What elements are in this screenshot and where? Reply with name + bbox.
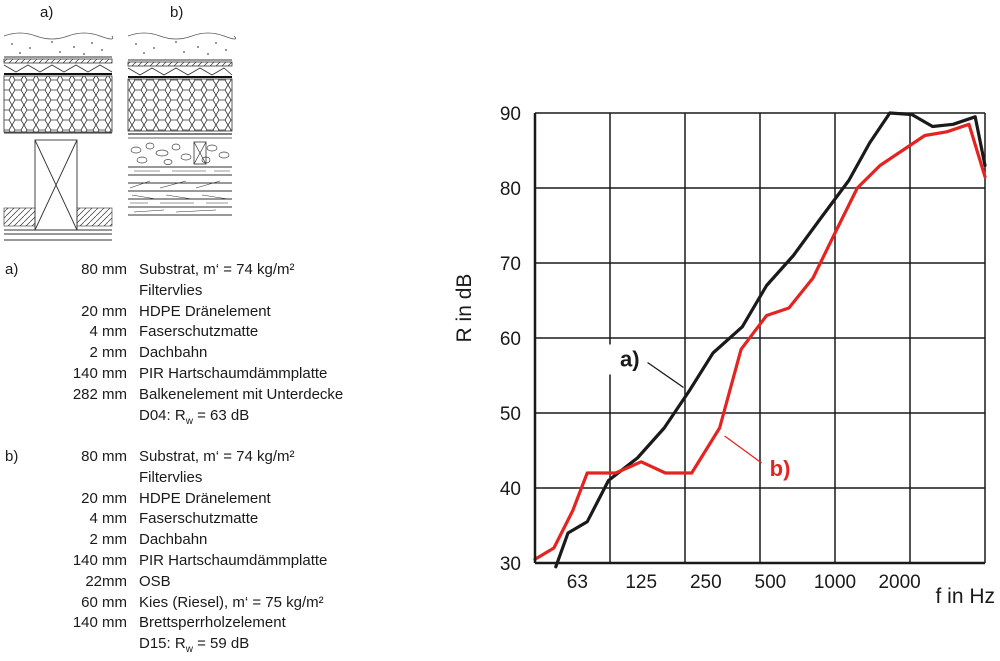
- spec-row: 140 mm PIR Hartschaumdämmplatte: [5, 364, 343, 385]
- rating-row: D04: Rw = 63 dB: [5, 406, 343, 427]
- annotation-leader-a: [647, 361, 684, 389]
- chart-series: [533, 111, 987, 569]
- layer-description: Substrat, m‘ = 74 kg/m²: [139, 261, 295, 278]
- layer-thickness: [27, 468, 127, 489]
- layer-description: Faserschutzmatte: [139, 510, 259, 528]
- layer-description: Faserschutzmatte: [139, 323, 259, 341]
- layer-description: Dachbahn: [139, 344, 208, 362]
- chart-labels: 30 40 50 60 70 80 90 63 125 250 500 1000 2000 R in dB…: [453, 104, 995, 608]
- x-axis-title: f in Hz: [935, 585, 995, 608]
- annotation-label-a: a): [620, 347, 640, 372]
- spec-key-a: a): [5, 261, 19, 278]
- layer-description: Filtervlies: [139, 281, 203, 299]
- diagram-label-a: a): [40, 4, 54, 21]
- x-tick-label: 500: [755, 572, 787, 593]
- spec-row: 4 mm Faserschutzmatte: [5, 509, 327, 530]
- series-line-a: [554, 111, 987, 569]
- spec-key-b: b): [5, 448, 19, 465]
- x-tick-label: 1000: [814, 572, 856, 593]
- spec-row: 60 mm Kies (Riesel), m‘ = 75 kg/m²: [5, 593, 327, 614]
- spec-row: 2 mm Dachbahn: [5, 343, 343, 364]
- layer-description: Substrat, m‘ = 74 kg/m²: [139, 448, 295, 465]
- x-tick-label: 125: [625, 572, 657, 593]
- y-tick-label: 70: [500, 254, 521, 275]
- layer-thickness: 22mm: [85, 572, 127, 590]
- layer-thickness: 2 mm: [89, 344, 128, 362]
- y-tick-label: 60: [500, 329, 521, 350]
- x-tick-label: 63: [567, 572, 588, 593]
- sound-rating-a: D04: Rw = 63 dB: [139, 406, 250, 427]
- chart-axes: [533, 113, 985, 565]
- spec-row: Filtervlies: [5, 468, 327, 489]
- sound-reduction-chart: 30 40 50 60 70 80 90 63 125 250 500 1000 2000 R in dB…: [453, 104, 995, 608]
- annotation-label-b: b): [770, 456, 791, 481]
- spec-row: 20 mm HDPE Dränelement: [5, 302, 343, 323]
- layer-thickness: 140 mm: [72, 614, 127, 632]
- sound-rating-b: D15: Rw = 59 dB: [139, 635, 250, 656]
- layer-thickness: 282 mm: [72, 385, 127, 403]
- layer-description: Dachbahn: [139, 531, 208, 549]
- spec-row: Filtervlies: [5, 281, 343, 302]
- y-tick-label: 80: [500, 179, 521, 200]
- layer-description: HDPE Dränelement: [139, 302, 271, 320]
- x-tick-label: 250: [690, 572, 722, 593]
- layer-thickness: 4 mm: [89, 323, 128, 341]
- spec-row: b) 80 mm Substrat, m‘ = 74 kg/m²: [5, 447, 327, 468]
- spec-list-a: a) 80 mm Substrat, m‘ = 74 kg/m² Filterv…: [5, 260, 343, 427]
- layer-description: Balkenelement mit Unterdecke: [139, 385, 344, 403]
- construction-section-b: [127, 32, 237, 216]
- y-axis-title: R in dB: [453, 274, 476, 343]
- layer-thickness: [27, 281, 127, 302]
- layer-thickness: 60 mm: [81, 593, 127, 611]
- layer-description: Kies (Riesel), m‘ = 75 kg/m²: [139, 593, 324, 611]
- layer-thickness: 80 mm: [81, 448, 127, 465]
- y-tick-label: 50: [500, 404, 521, 425]
- y-tick-label: 90: [500, 104, 521, 125]
- layer-thickness: 2 mm: [89, 531, 128, 549]
- layer-description: PIR Hartschaumdämmplatte: [139, 364, 328, 382]
- layer-thickness: 140 mm: [72, 551, 127, 569]
- layer-description: HDPE Dränelement: [139, 489, 271, 507]
- spec-row: 282 mm Balkenelement mit Unterdecke: [5, 385, 343, 406]
- spec-row: 140 mm Brettsperrholzelement: [5, 613, 327, 634]
- layer-description: PIR Hartschaumdämmplatte: [139, 551, 328, 569]
- layer-description: Filtervlies: [139, 468, 203, 486]
- spec-row: 2 mm Dachbahn: [5, 530, 327, 551]
- spec-row: 140 mm PIR Hartschaumdämmplatte: [5, 551, 328, 572]
- x-tick-label: 2000: [878, 572, 920, 593]
- spec-list-b: b) 80 mm Substrat, m‘ = 74 kg/m² Filterv…: [5, 447, 327, 655]
- series-line-b: [533, 122, 987, 561]
- construction-section-a: [3, 32, 114, 241]
- rating-row: D15: Rw = 59 dB: [5, 634, 327, 655]
- layer-thickness: 20 mm: [81, 302, 127, 320]
- layer-thickness: 4 mm: [89, 510, 128, 528]
- spec-row: 4 mm Faserschutzmatte: [5, 322, 343, 343]
- spec-row: 20 mm HDPE Dränelement: [5, 489, 327, 510]
- layer-thickness: 20 mm: [81, 489, 127, 507]
- layer-description: Brettsperrholzelement: [139, 614, 286, 632]
- annotation-bg-b: [763, 454, 816, 484]
- y-tick-label: 30: [500, 554, 521, 575]
- layer-thickness: 80 mm: [81, 261, 127, 278]
- layer-thickness: 140 mm: [72, 364, 127, 382]
- annotation-bg-a: [591, 344, 646, 375]
- y-tick-label: 40: [500, 479, 521, 500]
- diagram-label-b: b): [170, 4, 184, 21]
- spec-row: a) 80 mm Substrat, m‘ = 74 kg/m²: [5, 260, 343, 281]
- annotation-leader-b: [724, 435, 763, 464]
- layer-description: OSB: [139, 572, 171, 590]
- spec-row: 22mm OSB: [5, 572, 327, 593]
